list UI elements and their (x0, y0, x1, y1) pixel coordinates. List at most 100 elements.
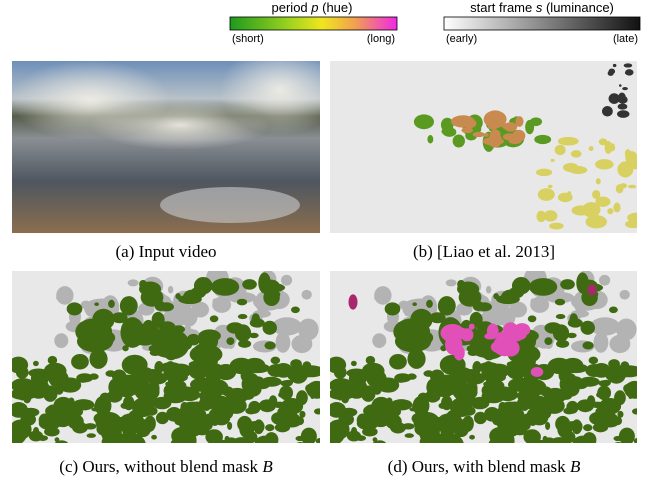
region (625, 149, 631, 159)
region (227, 422, 232, 430)
region (529, 278, 557, 296)
legend-label: (early) (446, 33, 477, 45)
region (206, 363, 224, 377)
region (210, 434, 223, 453)
region (405, 433, 414, 438)
region (414, 114, 434, 129)
region (405, 403, 411, 407)
region (616, 184, 624, 193)
region (607, 208, 613, 214)
region (94, 302, 99, 306)
region (567, 333, 577, 338)
region (366, 396, 372, 401)
region (263, 321, 277, 335)
region (596, 178, 601, 184)
region (189, 366, 208, 379)
region (139, 280, 147, 289)
region (316, 438, 324, 444)
region (407, 373, 417, 379)
region (609, 307, 618, 314)
region (481, 363, 503, 383)
region (180, 402, 188, 412)
region (492, 417, 502, 425)
liao-result (330, 61, 646, 233)
region (55, 383, 64, 395)
region (87, 403, 93, 407)
text: B (570, 457, 581, 476)
region (473, 132, 485, 137)
region (9, 419, 31, 439)
region (151, 435, 157, 440)
region (617, 411, 623, 418)
region (453, 134, 465, 147)
region (215, 396, 228, 404)
region (108, 300, 115, 308)
region (262, 283, 285, 292)
luminance-bar (444, 17, 640, 30)
region (569, 313, 578, 326)
caption: (a) Input video (115, 242, 216, 261)
region (440, 324, 464, 342)
region (33, 361, 39, 366)
region (538, 329, 545, 334)
region (351, 427, 357, 435)
caption: (d) Ours, with blend mask B (388, 457, 581, 476)
region (555, 299, 565, 306)
region (484, 133, 489, 137)
region (105, 370, 115, 377)
region (549, 223, 564, 230)
region (238, 340, 251, 348)
caption: (b) [Liao et al. 2013] (413, 242, 555, 261)
region (618, 104, 628, 110)
region (210, 416, 219, 426)
region (33, 427, 39, 435)
region (312, 387, 319, 398)
region (255, 436, 275, 452)
ours-mask (317, 266, 645, 456)
region (567, 421, 580, 426)
region (178, 295, 202, 304)
region (302, 290, 312, 300)
region (595, 412, 619, 426)
region (278, 391, 292, 398)
hue-bar (230, 17, 397, 30)
region (558, 137, 579, 146)
region (156, 334, 175, 351)
text: period (272, 0, 312, 15)
region (498, 402, 506, 412)
region (194, 427, 209, 435)
region (108, 378, 123, 396)
region (507, 361, 524, 368)
region (482, 383, 501, 398)
text: (hue) (319, 0, 353, 15)
region (589, 357, 598, 364)
region (389, 354, 407, 370)
region (372, 367, 380, 376)
region (507, 366, 526, 379)
region (462, 406, 475, 416)
region (490, 129, 501, 139)
region (509, 402, 521, 418)
region (133, 365, 147, 380)
region (574, 379, 589, 389)
region (545, 422, 550, 430)
region (274, 363, 292, 378)
region (594, 332, 609, 353)
region (291, 307, 300, 314)
region (573, 436, 593, 452)
region (301, 428, 317, 445)
region (586, 215, 608, 228)
region (242, 279, 257, 290)
region (560, 279, 575, 290)
region (348, 294, 357, 309)
region (589, 208, 597, 215)
region (412, 302, 417, 306)
region (457, 280, 465, 289)
region (624, 63, 633, 67)
region (128, 279, 139, 286)
region (627, 213, 646, 223)
region (246, 431, 258, 443)
text: (luminance) (542, 0, 614, 15)
region (164, 383, 183, 398)
region (622, 87, 628, 90)
